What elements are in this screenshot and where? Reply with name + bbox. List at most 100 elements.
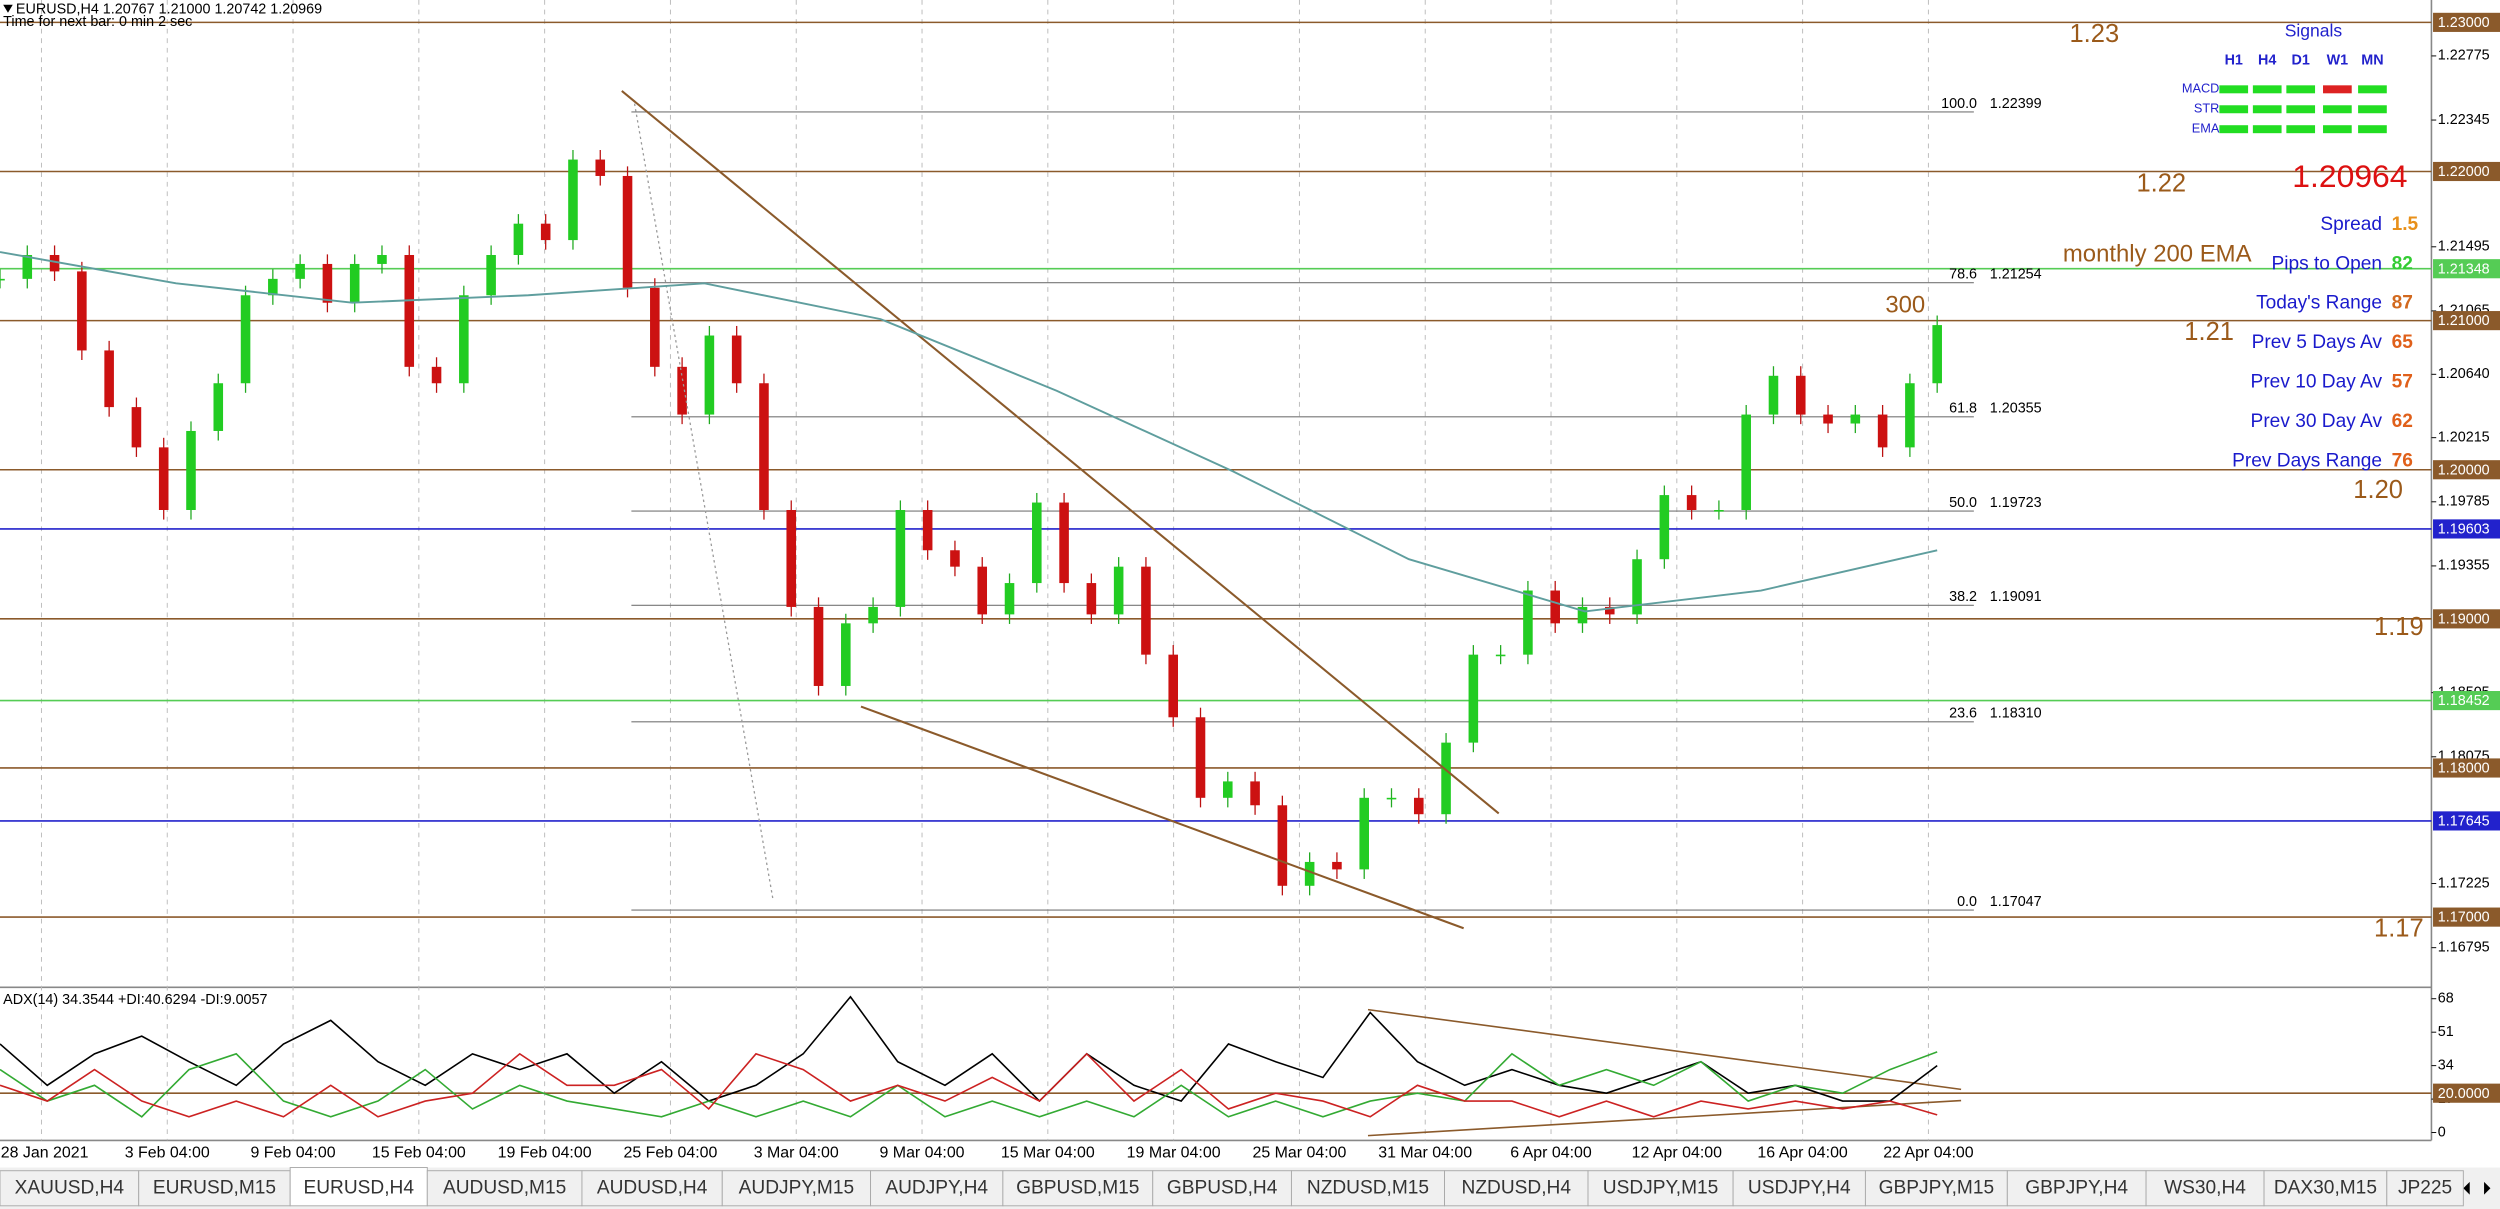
candle xyxy=(459,295,469,384)
candle xyxy=(922,510,933,551)
tab-label[interactable]: GBPJPY,M15 xyxy=(1879,1177,1994,1198)
tab-label[interactable]: AUDJPY,H4 xyxy=(885,1177,988,1198)
tab-label[interactable]: USDJPY,H4 xyxy=(1748,1177,1851,1198)
candle xyxy=(595,159,606,176)
candle xyxy=(841,623,851,686)
candle xyxy=(1386,797,1397,800)
tab[interactable] xyxy=(2006,1170,2147,1207)
time-label: 31 Mar 04:00 xyxy=(1378,1144,1472,1161)
stat-label: Spread xyxy=(2320,214,2382,235)
price-tick-label: 1.19355 xyxy=(2438,558,2490,574)
signal-cell xyxy=(2323,105,2352,114)
candle xyxy=(1468,654,1479,743)
level-price-label: 1.19603 xyxy=(2438,522,2490,538)
tab[interactable] xyxy=(1152,1170,1292,1207)
tab-label[interactable]: AUDJPY,M15 xyxy=(739,1177,854,1198)
time-label: 6 Apr 04:00 xyxy=(1510,1144,1592,1161)
candle xyxy=(622,175,633,288)
candle xyxy=(213,383,224,431)
signal-cell xyxy=(2219,105,2249,114)
tab[interactable] xyxy=(138,1170,291,1207)
signal-name: MACD xyxy=(2182,81,2220,96)
tab-label[interactable]: GBPUSD,H4 xyxy=(1167,1177,1278,1198)
tab[interactable] xyxy=(1444,1170,1589,1207)
tab-label[interactable]: USDJPY,M15 xyxy=(1603,1177,1718,1198)
candle xyxy=(158,447,169,511)
tab[interactable] xyxy=(2386,1170,2464,1207)
level-price-box xyxy=(2433,161,2500,182)
candle xyxy=(895,510,906,607)
price-tick-label: 1.21495 xyxy=(2438,239,2490,255)
trend-line xyxy=(860,705,1465,930)
time-label: 28 Jan 2021 xyxy=(1,1144,89,1161)
signal-timeframe: W1 xyxy=(2327,52,2349,68)
candle xyxy=(813,606,824,686)
signal-name: EMA xyxy=(2192,121,2220,136)
tab[interactable] xyxy=(721,1170,872,1207)
signal-name: STR xyxy=(2194,101,2219,116)
tab[interactable] xyxy=(1732,1170,1866,1207)
tab[interactable] xyxy=(1587,1170,1734,1207)
tab[interactable] xyxy=(1864,1170,2008,1207)
stat-label: Prev 30 Day Av xyxy=(2251,411,2383,432)
annotation: monthly 200 EMA xyxy=(2063,241,2252,268)
level-price-box xyxy=(2433,907,2500,927)
adx-trend-line xyxy=(1367,1008,1962,1091)
fib-level: 100.0 xyxy=(1941,96,1977,112)
candle xyxy=(786,510,797,607)
price-tick-label: 1.20640 xyxy=(2438,366,2490,382)
tab-label[interactable]: NZDUSD,M15 xyxy=(1307,1177,1429,1198)
candle xyxy=(868,606,878,624)
time-label: 12 Apr 04:00 xyxy=(1632,1144,1723,1161)
candle xyxy=(650,287,660,367)
tab[interactable] xyxy=(426,1170,583,1207)
tab-label[interactable]: AUDUSD,M15 xyxy=(443,1177,566,1198)
tab-label[interactable]: JP225 xyxy=(2398,1177,2452,1198)
tab[interactable] xyxy=(0,1170,140,1207)
time-label: 19 Feb 04:00 xyxy=(498,1144,592,1161)
candle xyxy=(22,255,33,279)
level-price-box xyxy=(2433,12,2500,32)
tab[interactable] xyxy=(1290,1170,1445,1207)
tab-label[interactable]: XAUUSD,H4 xyxy=(15,1177,125,1198)
time-label: 25 Mar 04:00 xyxy=(1252,1144,1346,1161)
candle xyxy=(49,255,60,272)
candle xyxy=(1577,606,1588,624)
tab-label[interactable]: AUDUSD,H4 xyxy=(597,1177,708,1198)
signal-timeframe: D1 xyxy=(2292,52,2310,68)
tab-label[interactable]: GBPJPY,H4 xyxy=(2025,1177,2128,1198)
tab-scroll-right[interactable] xyxy=(2484,1181,2491,1195)
candle xyxy=(1686,495,1697,511)
fib-price: 1.19091 xyxy=(1990,589,2042,605)
round-level-label: 1.20 xyxy=(2353,476,2403,504)
candle xyxy=(1413,797,1424,815)
fib-level: 23.6 xyxy=(1949,706,1977,722)
candle xyxy=(977,566,988,615)
tab-label[interactable]: EURUSD,H4 xyxy=(303,1177,414,1198)
adx-level-box xyxy=(2433,1083,2500,1103)
stat-label: Prev Days Range xyxy=(2232,450,2382,471)
tab-label[interactable]: GBPUSD,M15 xyxy=(1016,1177,1139,1198)
tab[interactable] xyxy=(289,1167,428,1207)
candle xyxy=(1059,502,1069,584)
time-label: 3 Mar 04:00 xyxy=(754,1144,839,1161)
tab-scroll-left[interactable] xyxy=(2463,1181,2470,1195)
tab-label[interactable]: WS30,H4 xyxy=(2164,1177,2246,1198)
candle xyxy=(731,335,742,384)
time-label: 15 Feb 04:00 xyxy=(372,1144,466,1161)
level-price-label: 1.22000 xyxy=(2438,164,2490,180)
signal-cell xyxy=(2286,105,2316,114)
menu-arrow[interactable] xyxy=(3,4,13,13)
signal-cell xyxy=(2252,105,2282,114)
candle xyxy=(513,223,524,256)
round-level-label: 1.21 xyxy=(2184,318,2234,346)
candle xyxy=(1850,414,1861,424)
time-label: 9 Feb 04:00 xyxy=(251,1144,336,1161)
tab-label[interactable]: NZDUSD,H4 xyxy=(1462,1177,1572,1198)
tab-label[interactable]: DAX30,M15 xyxy=(2274,1177,2377,1198)
candle xyxy=(486,255,496,296)
fib-level: 61.8 xyxy=(1949,401,1977,417)
tab-label[interactable]: EURUSD,M15 xyxy=(153,1177,276,1198)
candle xyxy=(1113,566,1124,615)
